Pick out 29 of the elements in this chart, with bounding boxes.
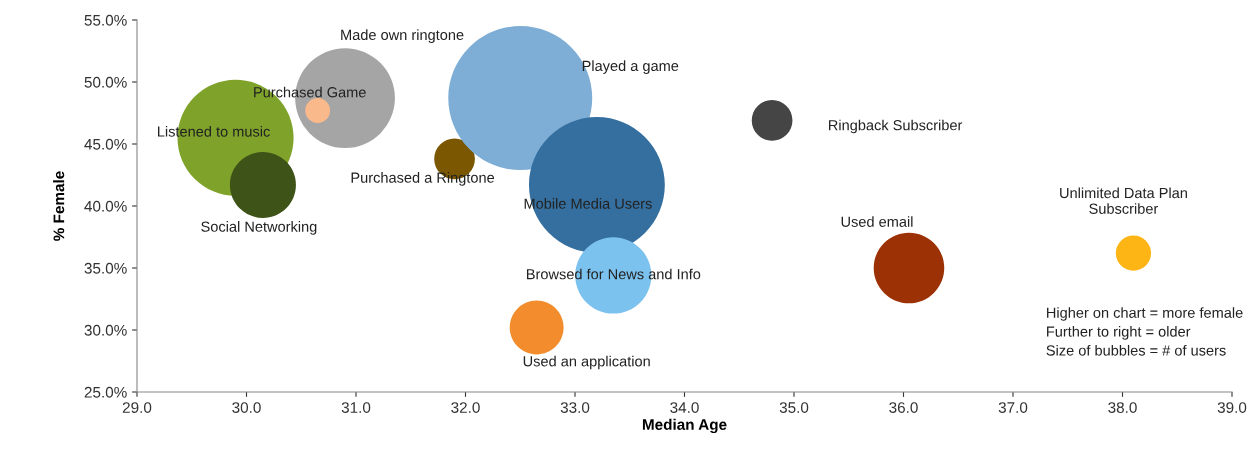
y-tick-label: 40.0% <box>84 200 127 212</box>
x-axis-title: Median Age <box>642 418 727 434</box>
text: Unlimited Data Plan Subscriber <box>1060 187 1187 214</box>
y-tick-label: 30.0% <box>84 324 127 336</box>
y-tick-label: 25.0% <box>84 386 127 398</box>
series-label: Social Networking <box>201 221 317 235</box>
y-tick-label: 45.0% <box>84 138 127 150</box>
series-label: Used email <box>841 216 913 227</box>
series-label: Purchased a Ringtone <box>351 172 495 186</box>
series-label: Purchased Game <box>254 86 366 98</box>
x-tick-label: 38.0 <box>1108 402 1137 413</box>
x-tick-label: 37.0 <box>998 402 1028 413</box>
x-tick-label: 34.0 <box>670 402 699 413</box>
series-label: Used an application <box>523 355 650 370</box>
series-label: Made own ringtone <box>341 29 464 43</box>
x-tick-label: 39.0 <box>1217 402 1247 413</box>
x-tick-label: 33.0 <box>560 402 590 413</box>
y-tick-label: 55.0% <box>84 14 127 26</box>
x-tick-label: 36.0 <box>889 402 918 413</box>
x-tick-label: 30.0 <box>232 402 261 413</box>
y-tick-label: 50.0% <box>84 76 127 88</box>
x-tick-label: 31.0 <box>341 402 371 413</box>
x-tick-label: 29.0 <box>122 402 152 413</box>
x-tick-label: 32.0 <box>451 402 480 413</box>
y-axis-title: % Female <box>53 171 65 241</box>
x-tick-label: 35.0 <box>779 402 809 413</box>
text: Ringback Subscriber <box>829 119 963 134</box>
annotation: Higher on chart = more female Further to right = older Size of bubbles = # of users <box>1046 307 1243 356</box>
y-tick-label: 35.0% <box>84 262 127 274</box>
